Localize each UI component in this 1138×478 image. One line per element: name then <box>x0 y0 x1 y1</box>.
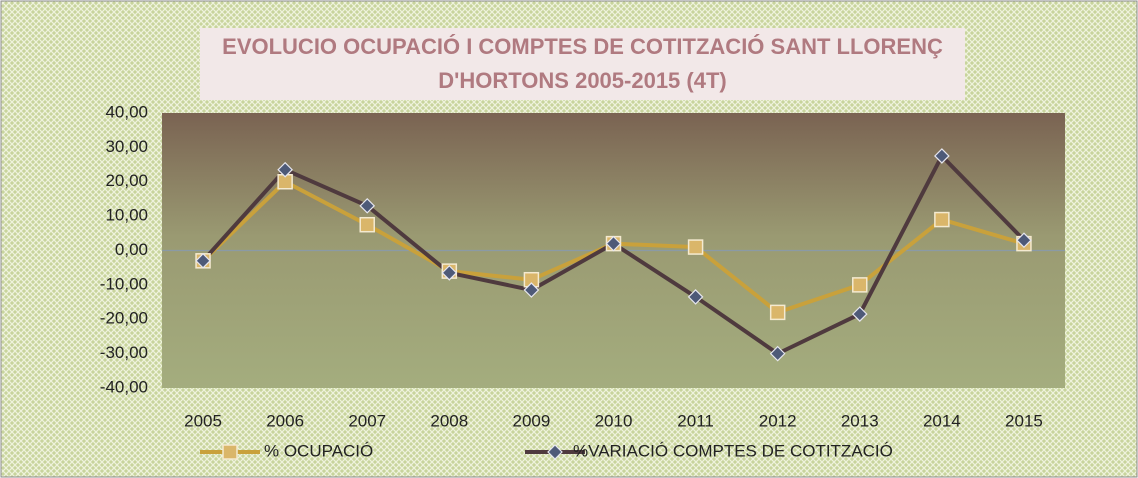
x-tick-label: 2010 <box>595 411 633 430</box>
point-marker <box>687 239 704 255</box>
x-tick-label: 2008 <box>430 411 468 430</box>
legend-label: % OCUPACIÓ <box>264 441 373 460</box>
y-tick-label: 40,00 <box>105 102 148 121</box>
y-tick-label: -10,00 <box>100 274 148 293</box>
y-tick-label: -30,00 <box>100 343 148 362</box>
point-marker <box>769 345 786 362</box>
y-tick-label: -40,00 <box>100 377 148 396</box>
x-tick-label: 2015 <box>1005 411 1043 430</box>
point-marker <box>1016 232 1032 249</box>
point-marker <box>441 264 458 281</box>
point-marker <box>359 197 376 214</box>
x-tick-label: 2009 <box>512 411 550 430</box>
x-tick-label: 2012 <box>759 411 797 430</box>
y-tick-label: 0,00 <box>115 240 148 259</box>
point-marker <box>222 444 238 460</box>
chart-title: EVOLUCIO OCUPACIÓ I COMPTES DE COTITZACI… <box>200 28 965 100</box>
x-tick-label: 2006 <box>266 411 304 430</box>
y-tick-label: 20,00 <box>105 171 148 190</box>
point-marker <box>934 148 950 164</box>
point-marker <box>851 306 868 322</box>
x-tick-label: 2007 <box>348 411 386 430</box>
point-marker <box>605 235 622 252</box>
point-marker <box>687 289 704 305</box>
x-tick-label: 2005 <box>184 411 222 430</box>
point-marker <box>769 304 786 321</box>
x-tick-label: 2013 <box>841 411 879 430</box>
point-marker <box>523 282 540 298</box>
y-tick-label: 10,00 <box>105 206 148 225</box>
legend-label: %VARIACIÓ COMPTES DE COTITZACIÓ <box>573 441 893 460</box>
x-tick-label: 2014 <box>923 411 961 430</box>
y-tick-label: -20,00 <box>100 309 148 328</box>
y-tick-label: 30,00 <box>105 137 148 156</box>
point-marker <box>852 277 868 293</box>
point-marker <box>547 444 563 460</box>
point-marker <box>195 252 211 269</box>
point-marker <box>277 161 293 178</box>
point-marker <box>359 216 375 233</box>
point-marker <box>934 211 950 228</box>
x-tick-label: 2011 <box>677 411 714 430</box>
